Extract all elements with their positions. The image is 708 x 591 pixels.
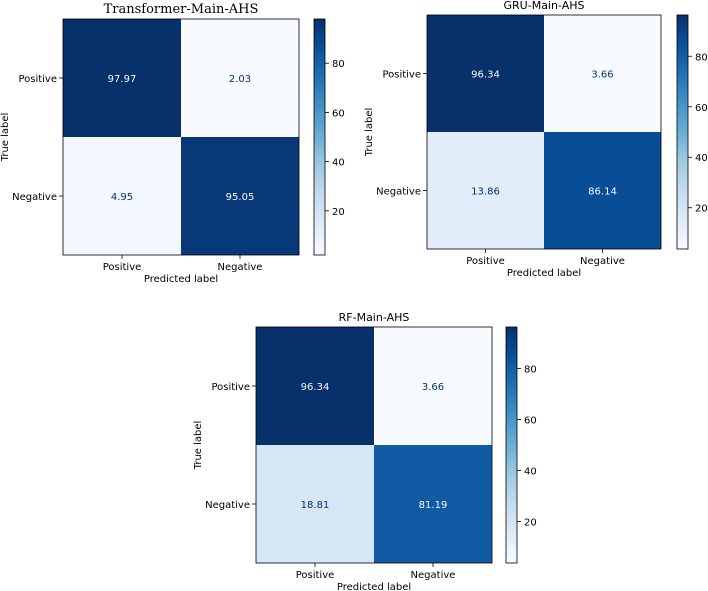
colorbar-tick-label: 80 bbox=[695, 52, 708, 63]
matrix-cell bbox=[374, 445, 492, 563]
x-tick-label: Positive bbox=[466, 256, 505, 267]
x-axis-label: Predicted label bbox=[507, 268, 581, 279]
x-tick-label: Negative bbox=[411, 570, 456, 581]
colorbar-tick-label: 40 bbox=[332, 158, 345, 169]
cell-value-label: 96.34 bbox=[301, 382, 330, 393]
matrix-cell bbox=[256, 445, 374, 563]
confusion-matrix-3: RF-Main-AHS 96.34 3.66 18.81 81.19 Positive Ne… bbox=[193, 311, 537, 591]
y-tick-label: Negative bbox=[376, 187, 421, 198]
plot-frame bbox=[426, 14, 662, 250]
colorbar-tick-label: 80 bbox=[524, 365, 537, 376]
chart-title: RF-Main-AHS bbox=[339, 311, 410, 324]
cell-value-label: 97.97 bbox=[108, 74, 137, 85]
colorbar-tick-label: 20 bbox=[524, 517, 537, 528]
cell-value-label: 3.66 bbox=[422, 382, 444, 393]
matrix-cell bbox=[63, 19, 181, 137]
cell-value-label: 86.14 bbox=[588, 187, 617, 198]
x-tick-label: Positive bbox=[103, 262, 142, 273]
x-tick-label: Negative bbox=[218, 262, 263, 273]
plot-frame bbox=[255, 326, 493, 564]
matrix-cell bbox=[544, 15, 661, 132]
colorbar-tick-label: 40 bbox=[524, 466, 537, 477]
y-tick-label: Negative bbox=[12, 192, 57, 203]
matrix-cell bbox=[63, 137, 181, 255]
colorbar bbox=[676, 14, 689, 250]
cell-value-label: 81.19 bbox=[419, 500, 448, 511]
cell-value-label: 2.03 bbox=[229, 74, 251, 85]
cell-value-label: 18.81 bbox=[301, 500, 330, 511]
y-axis-label: True label bbox=[193, 421, 204, 471]
colorbar-tick-label: 40 bbox=[695, 153, 708, 164]
matrix-cell bbox=[256, 327, 374, 445]
cell-value-label: 96.34 bbox=[471, 70, 500, 81]
matrix-cell bbox=[374, 327, 492, 445]
colorbar-tick-label: 20 bbox=[332, 207, 345, 218]
y-tick-label: Negative bbox=[205, 500, 250, 511]
matrix-cell bbox=[544, 132, 661, 249]
colorbar-tick-label: 60 bbox=[332, 108, 345, 119]
cell-value-label: 95.05 bbox=[226, 192, 255, 203]
cell-value-label: 13.86 bbox=[471, 187, 500, 198]
y-axis-label: True label bbox=[0, 113, 11, 163]
x-tick-label: Positive bbox=[296, 570, 335, 581]
cell-value-label: 4.95 bbox=[111, 192, 133, 203]
colorbar-tick-label: 60 bbox=[695, 103, 708, 114]
confusion-matrix-2: GRU-Main-AHS 96.34 3.66 13.86 86.14 Positive N… bbox=[364, 0, 708, 279]
matrix-cell bbox=[427, 132, 544, 249]
colorbar-tick-label: 80 bbox=[332, 59, 345, 70]
chart-title: Transformer-Main-AHS bbox=[104, 2, 259, 17]
colorbar bbox=[505, 326, 518, 564]
y-tick-label: Positive bbox=[18, 74, 57, 85]
chart-title: GRU-Main-AHS bbox=[504, 0, 585, 12]
confusion-matrix-1: Transformer-Main-AHS 97.97 2.03 4.95 95.05 Po… bbox=[0, 2, 345, 285]
y-axis-label: True label bbox=[364, 108, 375, 158]
colorbar-tick-label: 20 bbox=[695, 204, 708, 215]
matrix-cell bbox=[427, 15, 544, 132]
cell-value-label: 3.66 bbox=[591, 70, 613, 81]
plot-frame bbox=[62, 18, 300, 256]
x-tick-label: Negative bbox=[580, 256, 625, 267]
x-axis-label: Predicted label bbox=[337, 582, 411, 591]
colorbar-tick-label: 60 bbox=[524, 416, 537, 427]
y-tick-label: Positive bbox=[211, 382, 250, 393]
matrix-cell bbox=[181, 137, 299, 255]
x-axis-label: Predicted label bbox=[144, 274, 218, 285]
matrix-cell bbox=[181, 19, 299, 137]
y-tick-label: Positive bbox=[382, 70, 421, 81]
colorbar bbox=[313, 18, 326, 256]
